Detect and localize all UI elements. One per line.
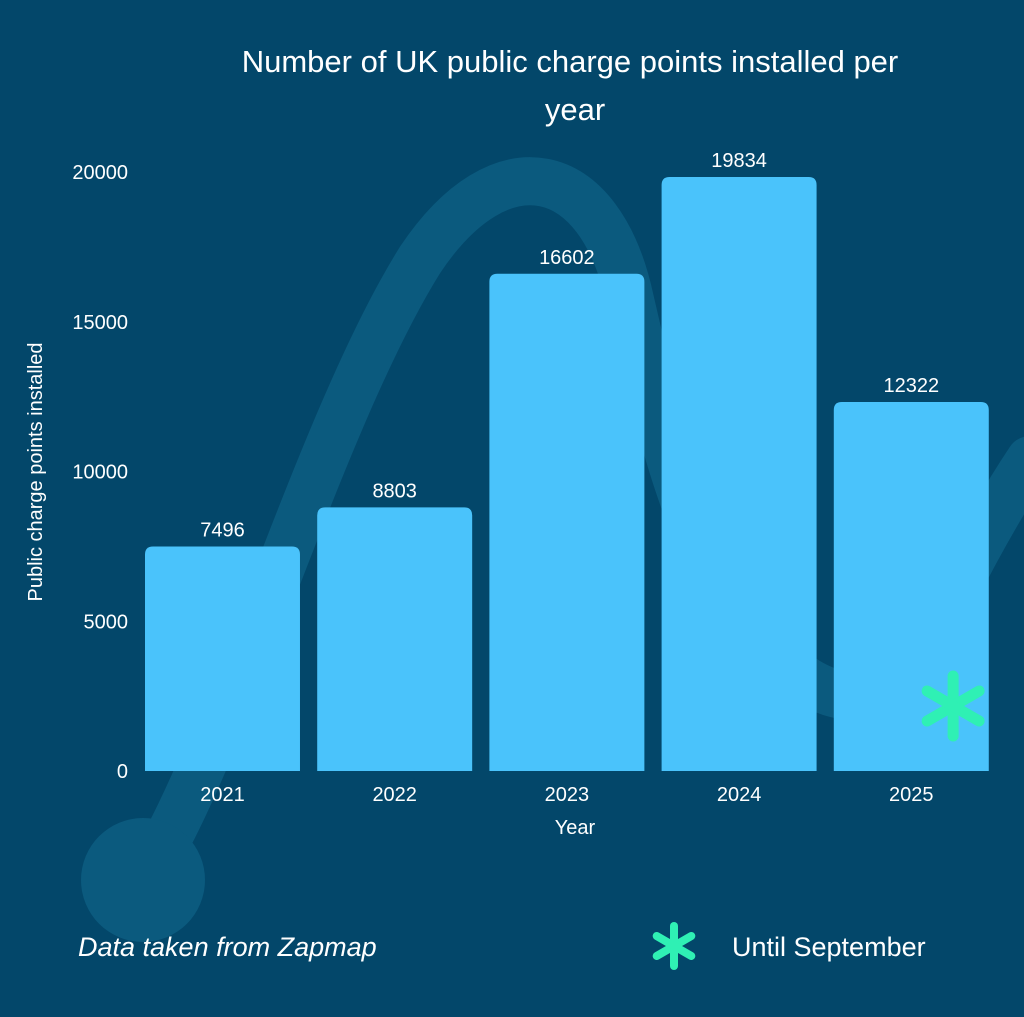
bar-2022 [317, 507, 473, 771]
chart-title-line-2: year [545, 92, 605, 127]
y-axis-label: Public charge points installed [25, 342, 47, 601]
data-label: 16602 [539, 247, 595, 269]
watermark-plug-circle [81, 818, 205, 942]
data-labels: 7496 8803 16602 19834 12322 [200, 150, 939, 542]
x-axis-ticks: 2021 2022 2023 2024 2025 [200, 784, 933, 806]
asterisk-stroke [921, 685, 985, 727]
bar-2021 [145, 546, 300, 771]
y-tick-label: 15000 [72, 312, 128, 334]
asterisk-stroke [652, 932, 696, 960]
asterisk-icon [921, 670, 985, 742]
bars-group [145, 176, 989, 772]
y-tick-label: 5000 [84, 611, 129, 633]
data-source-note: Data taken from Zapmap [78, 932, 377, 962]
x-tick-label: 2025 [889, 784, 934, 806]
y-tick-label: 0 [117, 761, 128, 783]
data-label: 8803 [372, 480, 417, 502]
y-tick-label: 10000 [72, 462, 128, 484]
until-september-note: Until September [732, 932, 926, 962]
data-label: 7496 [200, 519, 245, 541]
data-label: 19834 [711, 150, 767, 172]
x-tick-label: 2021 [200, 784, 245, 806]
x-tick-label: 2023 [545, 784, 590, 806]
x-tick-label: 2022 [372, 784, 417, 806]
y-axis-ticks: 0 5000 10000 15000 20000 [72, 162, 128, 783]
x-axis-label: Year [555, 817, 596, 839]
bar-2023 [489, 273, 645, 771]
data-label: 12322 [883, 375, 939, 397]
asterisk-icon [652, 922, 696, 970]
y-tick-label: 20000 [72, 162, 128, 184]
bar-2024 [661, 176, 817, 772]
chart-title-line-1: Number of UK public charge points instal… [242, 44, 899, 79]
x-tick-label: 2024 [717, 784, 762, 806]
